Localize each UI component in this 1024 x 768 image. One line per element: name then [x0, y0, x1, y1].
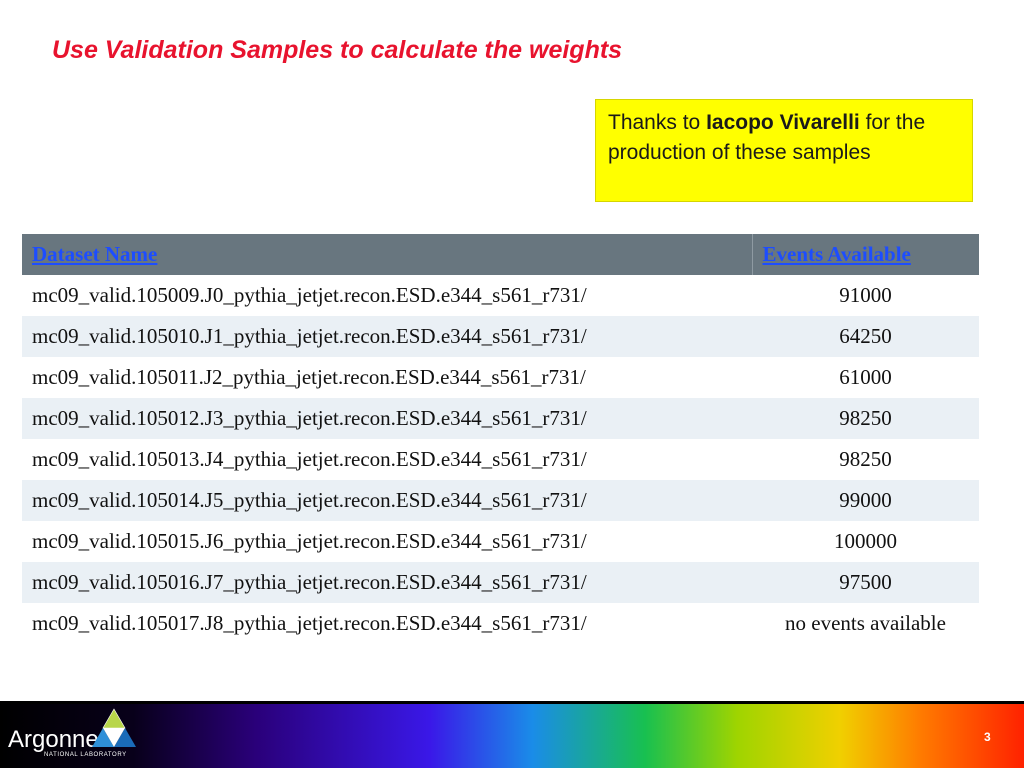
table-row: mc09_valid.105014.J5_pythia_jetjet.recon… — [22, 480, 979, 521]
table-row: mc09_valid.105017.J8_pythia_jetjet.recon… — [22, 603, 979, 644]
acknowledgement-note: Thanks to Iacopo Vivarelli for the produ… — [595, 99, 973, 202]
argonne-triangle-logo-icon — [92, 708, 136, 747]
table-row: mc09_valid.105009.J0_pythia_jetjet.recon… — [22, 275, 979, 316]
footer-spectrum-bar — [0, 701, 1024, 768]
events-available-cell: 98250 — [752, 398, 979, 439]
events-available-cell: 91000 — [752, 275, 979, 316]
table-row: mc09_valid.105013.J4_pythia_jetjet.recon… — [22, 439, 979, 480]
dataset-name-cell: mc09_valid.105010.J1_pythia_jetjet.recon… — [22, 316, 752, 357]
dataset-name-cell: mc09_valid.105009.J0_pythia_jetjet.recon… — [22, 275, 752, 316]
page-number: 3 — [984, 730, 991, 744]
dataset-name-cell: mc09_valid.105016.J7_pythia_jetjet.recon… — [22, 562, 752, 603]
argonne-logo-subtext: NATIONAL LABORATORY — [44, 752, 127, 758]
table-row: mc09_valid.105016.J7_pythia_jetjet.recon… — [22, 562, 979, 603]
events-available-cell: 99000 — [752, 480, 979, 521]
dataset-name-cell: mc09_valid.105012.J3_pythia_jetjet.recon… — [22, 398, 752, 439]
events-available-cell: 64250 — [752, 316, 979, 357]
dataset-name-cell: mc09_valid.105014.J5_pythia_jetjet.recon… — [22, 480, 752, 521]
table-row: mc09_valid.105015.J6_pythia_jetjet.recon… — [22, 521, 979, 562]
table-row: mc09_valid.105012.J3_pythia_jetjet.recon… — [22, 398, 979, 439]
note-person: Iacopo Vivarelli — [706, 111, 860, 134]
dataset-name-cell: mc09_valid.105015.J6_pythia_jetjet.recon… — [22, 521, 752, 562]
footer-divider — [0, 701, 1024, 704]
events-available-cell: no events available — [752, 603, 979, 644]
events-available-cell: 98250 — [752, 439, 979, 480]
events-available-cell: 97500 — [752, 562, 979, 603]
table-row: mc09_valid.105010.J1_pythia_jetjet.recon… — [22, 316, 979, 357]
events-available-cell: 100000 — [752, 521, 979, 562]
events-available-cell: 61000 — [752, 357, 979, 398]
table-row: mc09_valid.105011.J2_pythia_jetjet.recon… — [22, 357, 979, 398]
table-header-row: Dataset Name Events Available — [22, 234, 979, 275]
dataset-name-cell: mc09_valid.105013.J4_pythia_jetjet.recon… — [22, 439, 752, 480]
dataset-name-cell: mc09_valid.105017.J8_pythia_jetjet.recon… — [22, 603, 752, 644]
dataset-name-cell: mc09_valid.105011.J2_pythia_jetjet.recon… — [22, 357, 752, 398]
dataset-table: Dataset Name Events Available mc09_valid… — [22, 234, 979, 644]
argonne-logo-text: Argonne — [8, 726, 99, 753]
header-dataset-name-link[interactable]: Dataset Name — [22, 234, 753, 275]
note-prefix: Thanks to — [608, 111, 707, 134]
note-suffix: for the production of these samples — [608, 111, 926, 164]
slide-title: Use Validation Samples to calculate the … — [52, 36, 623, 64]
header-events-available-link[interactable]: Events Available — [752, 234, 979, 275]
